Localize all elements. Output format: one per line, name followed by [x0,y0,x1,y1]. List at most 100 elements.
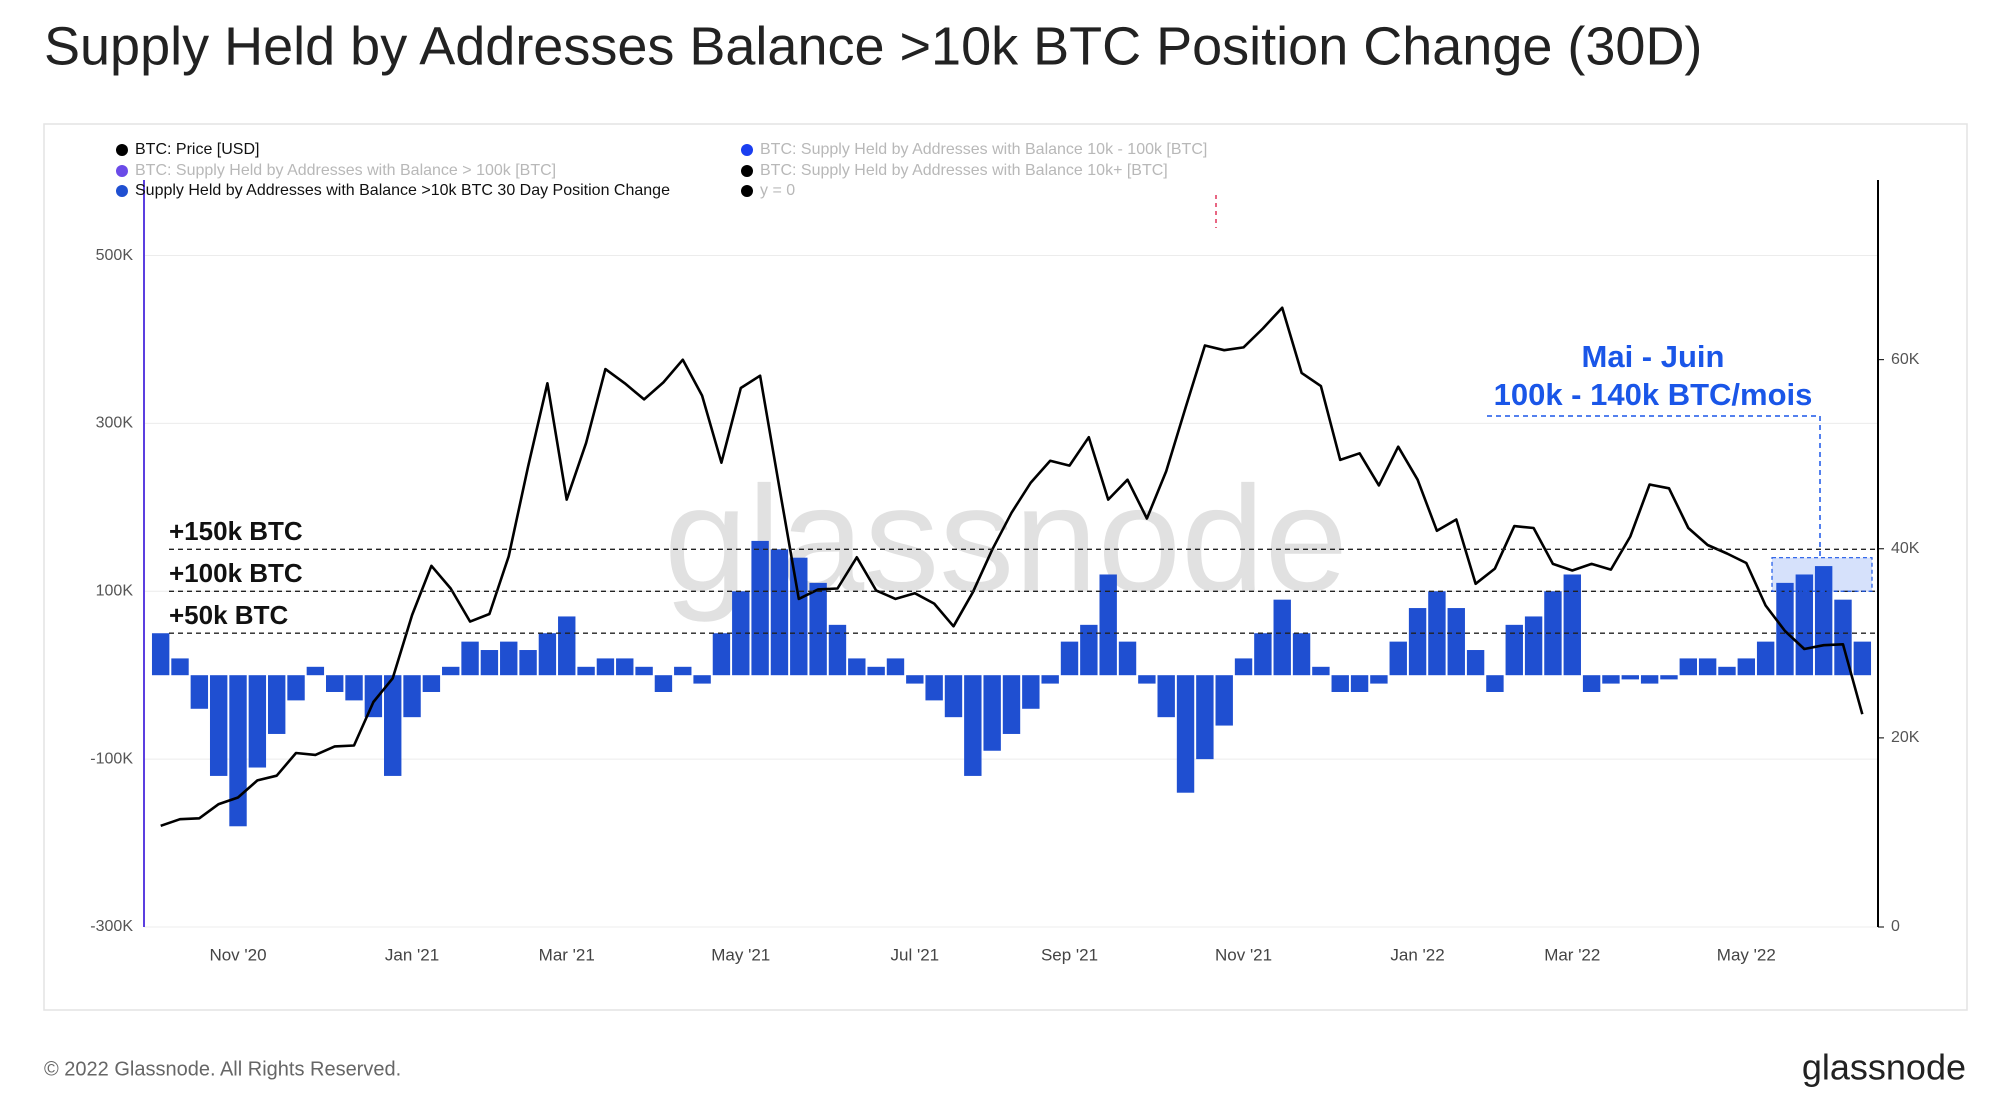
y-tick-label: -100K [90,750,133,767]
bar [151,633,170,676]
bar [190,675,209,709]
bar [1138,675,1156,684]
bar [1080,624,1098,676]
bar [364,675,383,718]
bar [906,675,924,684]
bar [1099,574,1117,676]
bar [1060,641,1079,676]
bar [1176,675,1195,793]
bar [209,675,228,776]
bar [500,641,518,676]
legend-label: BTC: Supply Held by Addresses with Balan… [135,162,556,179]
bar [1563,574,1581,676]
highlight-box [1771,557,1873,592]
reference-label: +50k BTC [169,600,288,630]
legend-marker [116,185,128,197]
bar [1273,599,1291,676]
x-tick-label: Mar '22 [1544,945,1600,964]
bar [306,666,325,676]
y2-tick-label: 20K [1891,729,1920,746]
bar [1505,624,1523,676]
y2-tick-label: 0 [1891,918,1900,935]
bar [693,675,711,684]
bar [790,557,808,676]
bar [1795,574,1814,676]
bar [538,633,557,676]
x-tick-label: Nov '20 [209,945,266,964]
bar [229,675,247,827]
bar [867,666,885,676]
bar [1814,566,1833,676]
chart-title: Supply Held by Addresses Balance >10k BT… [44,16,1702,76]
bar [1544,591,1562,676]
legend-marker [116,144,128,156]
bar [480,650,499,676]
legend-marker [741,165,753,177]
bar [326,675,344,692]
bar [596,658,615,676]
bar [1582,675,1601,692]
bar [1292,633,1311,676]
bar [1157,675,1175,718]
bar [1524,616,1543,676]
bar [770,549,789,676]
bar [674,666,692,676]
bar [403,675,421,718]
legend-label: Supply Held by Addresses with Balance >1… [135,182,670,199]
y2-tick-label: 60K [1891,351,1920,368]
bar [1756,641,1775,676]
bar [1002,675,1021,734]
logo: glassnode [1802,1047,1966,1088]
legend-marker [116,165,128,177]
bar [1640,675,1659,684]
x-tick-label: Nov '21 [1215,945,1272,964]
x-tick-label: Sep '21 [1041,945,1098,964]
bar [1660,675,1678,680]
bar [1041,675,1059,684]
bar [519,650,537,676]
bar [925,675,943,701]
bar [1331,675,1349,692]
bar [964,675,982,776]
footer: © 2022 Glassnode. All Rights Reserved. [44,1058,401,1080]
y-tick-label: 100K [96,582,134,599]
bar [577,666,595,676]
bar [809,582,827,676]
y2-tick-label: 40K [1891,540,1920,557]
x-tick-label: Jul '21 [891,945,940,964]
bar [1853,641,1872,676]
bar [944,675,963,718]
bar [1312,666,1330,676]
bar [1621,675,1639,680]
bar [345,675,363,701]
bar [1254,633,1272,676]
bar [287,675,305,701]
bar [1486,675,1504,692]
chart-frame [43,123,1968,1011]
bar [248,675,267,768]
x-tick-label: May '21 [711,945,770,964]
bar [1370,675,1388,684]
bar [1389,641,1407,676]
y-tick-label: 300K [96,415,134,432]
y-tick-label: -300K [90,918,133,935]
bar [461,641,479,676]
bar [654,675,673,692]
price-line [160,306,1864,828]
bar [422,675,441,692]
bar [1215,675,1233,726]
bar [751,540,769,676]
annotation-pointer [1487,415,1821,558]
bar [1718,666,1736,676]
legend-label: BTC: Supply Held by Addresses with Balan… [760,162,1168,179]
bar [1196,675,1214,760]
reference-label: +100k BTC [169,558,303,588]
bar [1466,650,1485,676]
legend-label: BTC: Price [USD] [135,141,259,158]
reference-label: +150k BTC [169,516,303,546]
bar [1737,658,1756,676]
legend-label: BTC: Supply Held by Addresses with Balan… [760,141,1207,158]
bar [558,616,576,676]
